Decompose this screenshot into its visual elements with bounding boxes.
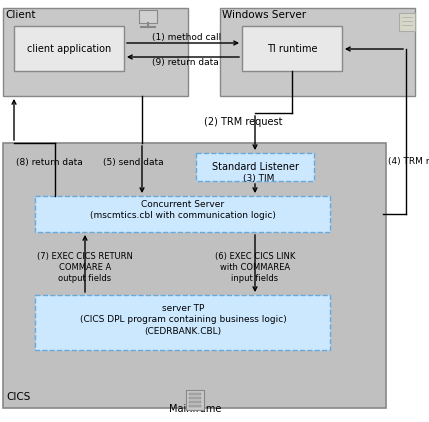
Bar <box>35 295 330 350</box>
Bar <box>189 401 201 403</box>
Text: (9) return data: (9) return data <box>152 58 219 67</box>
Bar <box>189 393 201 395</box>
Text: Client: Client <box>5 10 36 20</box>
Bar <box>14 26 124 71</box>
Bar <box>242 26 342 71</box>
Bar <box>196 153 314 181</box>
Bar <box>3 8 188 96</box>
Bar <box>35 196 330 232</box>
Text: client application: client application <box>27 44 111 54</box>
Text: (2) TRM request: (2) TRM request <box>204 117 282 127</box>
Text: (6) EXEC CICS LINK
with COMMAREA
input fields: (6) EXEC CICS LINK with COMMAREA input f… <box>215 252 295 283</box>
Bar <box>189 397 201 399</box>
Text: TI runtime: TI runtime <box>267 44 317 54</box>
Text: Mainframe: Mainframe <box>169 404 221 414</box>
Bar <box>139 10 157 23</box>
Text: Concurrent Server
(mscmtics.cbl with communication logic): Concurrent Server (mscmtics.cbl with com… <box>90 200 276 220</box>
Bar <box>3 143 386 408</box>
Text: (5) send data: (5) send data <box>103 158 163 167</box>
Bar <box>220 8 415 96</box>
Text: (1) method call: (1) method call <box>152 33 221 42</box>
Bar <box>189 405 201 407</box>
Bar <box>187 390 203 411</box>
Text: CICS: CICS <box>6 392 30 402</box>
Text: (8) return data: (8) return data <box>16 158 83 167</box>
Text: Windows Server: Windows Server <box>222 10 306 20</box>
Text: (7) EXEC CICS RETURN
COMMARE A
output fields: (7) EXEC CICS RETURN COMMARE A output fi… <box>37 252 133 283</box>
Text: (4) TRM reply: (4) TRM reply <box>388 157 429 167</box>
Text: (3) TIM: (3) TIM <box>243 174 275 183</box>
Bar <box>399 13 415 31</box>
Text: Standard Listener: Standard Listener <box>211 162 299 172</box>
Text: server TP
(CICS DPL program containing business logic)
(CEDRBANK.CBL): server TP (CICS DPL program containing b… <box>80 304 287 335</box>
